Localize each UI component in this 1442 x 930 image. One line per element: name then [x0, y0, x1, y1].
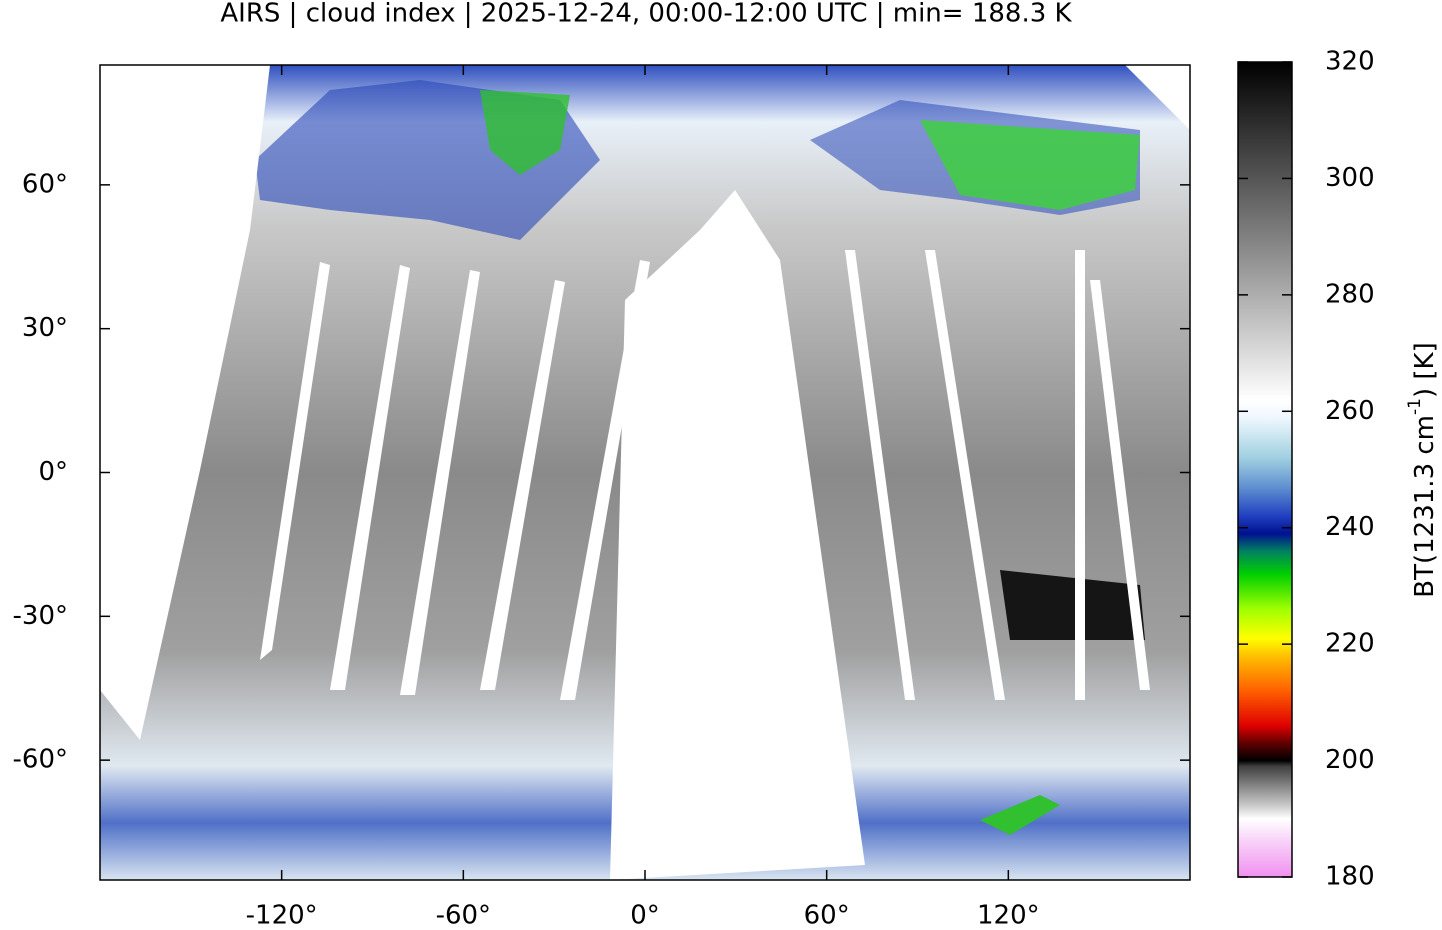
y-tick-label: 60°	[22, 169, 68, 199]
colorbar-label-part: ) [K]	[1410, 342, 1440, 398]
x-tick-label: 60°	[804, 901, 850, 930]
colorbar-tick-label: 320	[1325, 47, 1375, 77]
y-tick-label: 0°	[38, 457, 68, 487]
colorbar-tick-label: 240	[1325, 512, 1375, 542]
map-imagery	[100, 65, 1190, 880]
colorbar-label-sup: -1	[1405, 398, 1425, 415]
y-tick-label: 30°	[22, 313, 68, 343]
colorbar-label: BT(1231.3 cm-1) [K]	[1405, 342, 1440, 597]
colorbar-tick-label: 280	[1325, 279, 1375, 309]
colorbar-tick-label: 200	[1325, 745, 1375, 775]
chart-title: AIRS | cloud index | 2025-12-24, 00:00-1…	[220, 0, 1072, 29]
y-tick-label: -30°	[13, 601, 68, 631]
x-tick-label: 120°	[977, 901, 1040, 930]
colorbar-tick-label: 220	[1325, 629, 1375, 659]
colorbar-tick-label: 300	[1325, 163, 1375, 193]
colorbar-tick-label: 180	[1325, 862, 1375, 892]
x-tick-label: 0°	[630, 901, 660, 930]
y-tick-label: -60°	[13, 745, 68, 775]
x-tick-label: -120°	[246, 901, 318, 930]
colorbar	[1237, 61, 1293, 878]
colorbar-tick-label: 260	[1325, 396, 1375, 426]
colorbar-label-part: BT(1231.3 cm	[1410, 415, 1440, 598]
x-tick-label: -60°	[436, 901, 491, 930]
